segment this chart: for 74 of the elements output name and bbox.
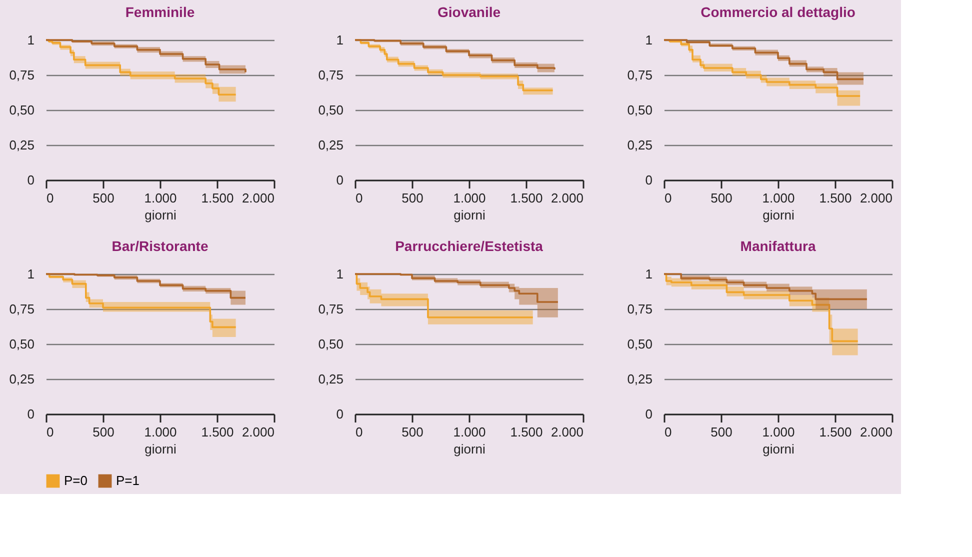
x-tick-label: 0	[356, 190, 363, 206]
x-tick-label: 1.500	[510, 190, 543, 206]
chart-title: Parrucchiere/Estetista	[395, 238, 544, 254]
x-tick-label: 1.000	[144, 424, 177, 440]
chart-title: Femminile	[125, 4, 195, 20]
x-tick-label: 1.500	[201, 424, 234, 440]
x-axis-title: giorni	[454, 208, 486, 222]
y-tick-label: 1	[645, 32, 652, 48]
y-tick-label: 0,25	[9, 138, 34, 152]
y-tick-label: 0,50	[9, 102, 34, 118]
x-axis-title: giorni	[144, 442, 177, 456]
y-tick-label: 0,25	[318, 138, 344, 152]
x-tick-label: 500	[710, 190, 732, 206]
y-tick-label: 0,75	[9, 68, 34, 82]
x-tick-label: 1.000	[453, 190, 486, 206]
chart-title: Giovanile	[437, 4, 501, 20]
x-tick-label: 0	[664, 190, 672, 206]
x-tick-label: 1.000	[762, 190, 795, 206]
chart-title: Commercio al dettaglio	[700, 4, 856, 20]
x-tick-label: 500	[710, 424, 732, 440]
x-axis-title: giorni	[454, 442, 486, 456]
y-tick-label: 1	[645, 266, 652, 282]
y-tick-label: 0	[336, 172, 344, 188]
x-tick-label: 2.000	[550, 424, 584, 440]
y-tick-label: 0,75	[627, 68, 652, 82]
x-tick-label: 0	[664, 424, 672, 440]
x-tick-label: 1.500	[819, 190, 852, 206]
y-tick-label: 0,25	[627, 138, 652, 152]
x-tick-label: 1.500	[201, 190, 234, 206]
y-tick-label: 1	[336, 266, 344, 282]
y-tick-label: 0	[645, 172, 652, 188]
y-tick-label: 1	[27, 32, 34, 48]
legend-label: P=1	[116, 473, 140, 488]
y-tick-label: 0,50	[318, 336, 344, 352]
y-tick-label: 0,50	[9, 336, 34, 352]
y-tick-label: 1	[27, 266, 34, 282]
x-tick-label: 500	[92, 424, 114, 440]
x-tick-label: 1.000	[762, 424, 795, 440]
legend-label: P=0	[64, 473, 88, 488]
y-tick-label: 0	[336, 406, 344, 422]
y-tick-label: 0,50	[627, 102, 652, 118]
x-tick-label: 1.500	[510, 424, 543, 440]
y-tick-label: 0,75	[627, 302, 652, 316]
y-tick-label: 0,50	[318, 102, 344, 118]
y-tick-label: 0,75	[318, 68, 344, 82]
x-tick-label: 500	[402, 190, 424, 206]
x-tick-label: 2.000	[242, 424, 274, 440]
x-axis-title: giorni	[762, 442, 795, 456]
x-tick-label: 2.000	[550, 190, 584, 206]
y-tick-label: 0	[27, 172, 34, 188]
x-tick-label: 0	[46, 424, 54, 440]
x-tick-label: 1.000	[144, 190, 177, 206]
x-tick-label: 2.000	[242, 190, 274, 206]
x-tick-label: 2.000	[860, 424, 892, 440]
y-tick-label: 0,25	[318, 372, 344, 386]
y-tick-label: 0,75	[318, 302, 344, 316]
x-tick-label: 500	[402, 424, 424, 440]
x-tick-label: 0	[356, 424, 363, 440]
y-tick-label: 0	[27, 406, 34, 422]
y-tick-label: 0,50	[627, 336, 652, 352]
y-tick-label: 0	[645, 406, 652, 422]
y-tick-label: 0,25	[627, 372, 652, 386]
chart-title: Manifattura	[740, 238, 816, 254]
x-tick-label: 2.000	[860, 190, 892, 206]
y-tick-label: 0,25	[9, 372, 34, 386]
y-tick-label: 1	[336, 32, 344, 48]
chart-title: Bar/Ristorante	[112, 238, 208, 254]
x-axis-title: giorni	[144, 208, 177, 222]
x-axis-title: giorni	[762, 208, 795, 222]
y-tick-label: 0,75	[9, 302, 34, 316]
x-tick-label: 0	[46, 190, 54, 206]
x-tick-label: 1.000	[453, 424, 486, 440]
x-tick-label: 500	[92, 190, 114, 206]
x-tick-label: 1.500	[819, 424, 852, 440]
